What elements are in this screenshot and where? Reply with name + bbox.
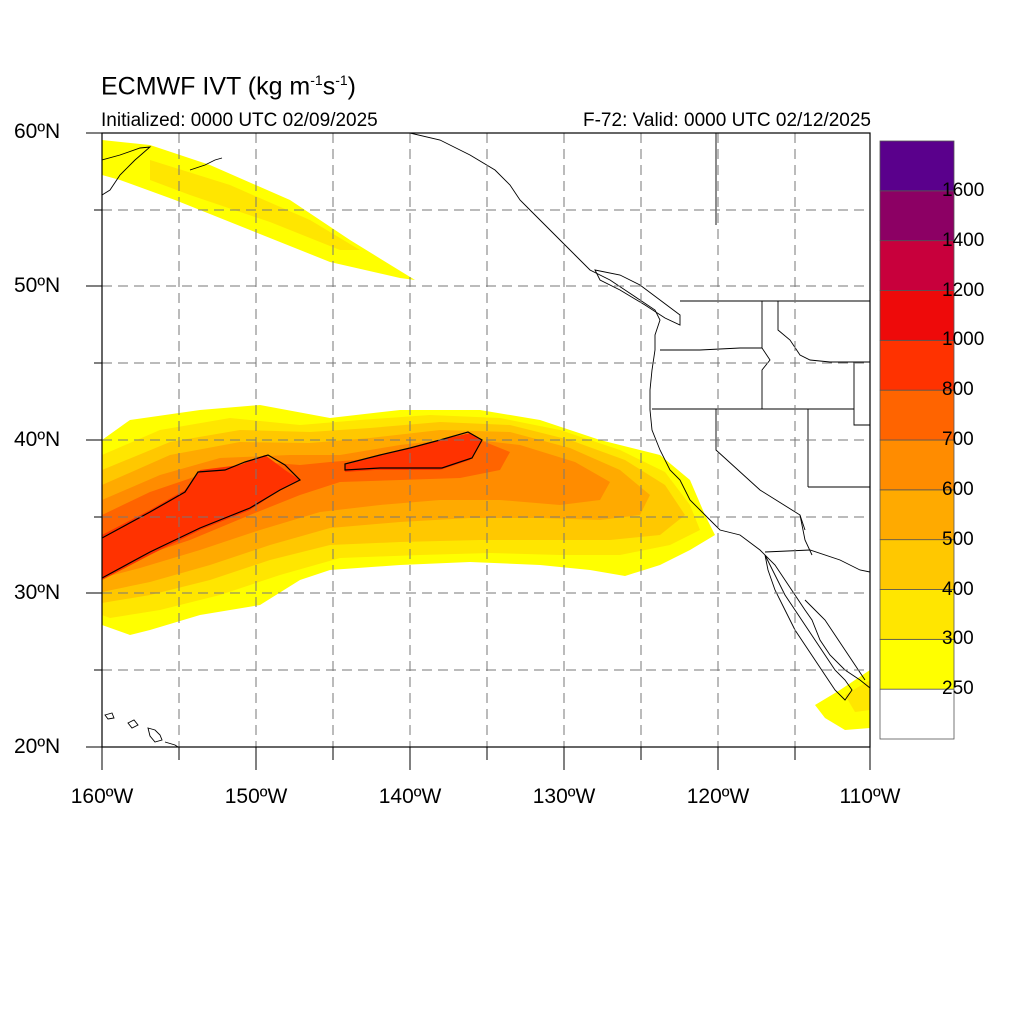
lon-label-130w: 130ºW <box>532 785 596 808</box>
colorbar-box <box>879 539 955 590</box>
colorbar-label: 300 <box>942 628 974 650</box>
colorbar-box <box>879 339 955 391</box>
colorbar-label: 600 <box>942 478 974 500</box>
lat-label-50: 50ºN <box>14 274 61 297</box>
colorbar-label: 1200 <box>942 279 985 301</box>
colorbar-box <box>879 638 955 690</box>
colorbar-box <box>879 290 955 341</box>
contour-800-west <box>102 454 302 579</box>
lat-label-20: 20ºN <box>14 735 61 758</box>
colorbar-label: 250 <box>942 678 974 700</box>
ivt-shading <box>102 133 870 747</box>
ivt-plume-north-core <box>150 160 360 250</box>
colorbar-box <box>879 240 955 291</box>
colorbar-label: 400 <box>942 578 974 600</box>
lon-label-120w: 120ºW <box>686 785 750 808</box>
gridlines <box>102 133 870 747</box>
colorbar-box <box>879 439 955 491</box>
colorbar-label: 800 <box>942 379 974 401</box>
lon-ticks <box>101 747 871 770</box>
lon-label-110w: 110ºW <box>839 785 901 808</box>
colorbar-box <box>879 589 955 640</box>
init-time-label: Initialized: 0000 UTC 02/09/2025 <box>101 110 378 131</box>
colorbar-label: 1600 <box>942 179 985 201</box>
colorbar-box <box>879 489 955 541</box>
lon-label-160w: 160ºW <box>70 785 134 808</box>
colorbar-label: 1400 <box>942 229 985 251</box>
chart-title: ECMWF IVT (kg m-1s-1) <box>101 72 356 101</box>
valid-time-label: F-72: Valid: 0000 UTC 02/12/2025 <box>583 110 871 131</box>
colorbar-label: 700 <box>942 429 974 450</box>
lat-label-60: 60ºN <box>14 120 61 143</box>
ivt-ar-800-east <box>345 433 482 472</box>
colorbar-label: 1000 <box>942 329 985 351</box>
lat-ticks <box>86 132 102 748</box>
lat-label-40: 40ºN <box>14 428 61 451</box>
colorbar-box <box>879 688 955 740</box>
ivt-subtropical-patch-core <box>845 680 870 712</box>
lon-label-140w: 140ºW <box>378 785 442 808</box>
ivt-ar-700 <box>102 440 510 570</box>
colorbar-label: 500 <box>942 528 974 550</box>
colorbar-box <box>879 140 955 192</box>
lat-label-30: 30ºN <box>14 581 61 604</box>
contour-800-east <box>344 431 483 471</box>
ivt-subtropical-patch <box>815 670 870 730</box>
colorbar <box>879 140 955 740</box>
lon-label-150w: 150ºW <box>224 785 288 808</box>
colorbar-box <box>879 389 955 441</box>
coastlines <box>102 133 870 747</box>
